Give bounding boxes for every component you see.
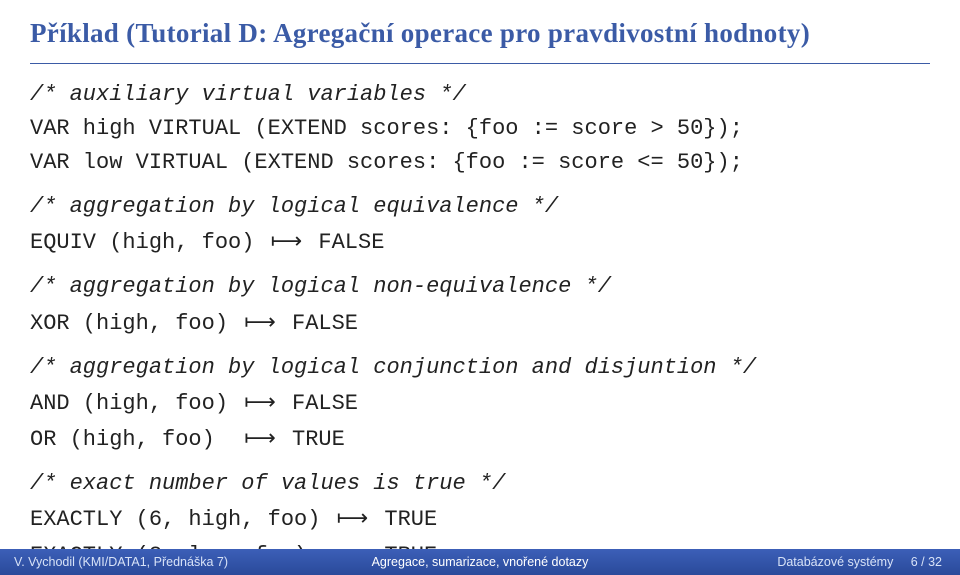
page-total: 32 (928, 555, 942, 569)
slide: Příklad (Tutorial D: Agregační operace p… (0, 0, 960, 575)
page-current: 6 (911, 555, 918, 569)
footer-bar: V. Vychodil (KMI/DATA1, Přednáška 7) Agr… (0, 549, 960, 575)
code-block: /* auxiliary virtual variables */ VAR hi… (30, 78, 930, 573)
code-section-2: /* aggregation by logical equivalence */… (30, 190, 930, 260)
maps-to-icon: ⟼ (268, 228, 306, 253)
code-section-4: /* aggregation by logical conjunction an… (30, 351, 930, 457)
code-section-1: /* auxiliary virtual variables */ VAR hi… (30, 78, 930, 180)
footer-right: Databázové systémy 6 / 32 (777, 555, 946, 569)
code-result: FALSE (292, 391, 358, 416)
code-line: OR (high, foo) (30, 427, 215, 452)
maps-to-icon: ⟼ (241, 425, 279, 450)
comment-line: /* aggregation by logical conjunction an… (30, 355, 756, 380)
slide-title: Příklad (Tutorial D: Agregační operace p… (30, 18, 930, 49)
maps-to-icon: ⟼ (241, 309, 279, 334)
page-sep: / (918, 555, 928, 569)
title-rule (30, 63, 930, 64)
comment-line: /* exact number of values is true */ (30, 471, 505, 496)
code-line: EQUIV (high, foo) (30, 230, 254, 255)
footer-author: V. Vychodil (KMI/DATA1, Přednáška 7) (14, 555, 228, 569)
code-result: FALSE (292, 311, 358, 336)
footer-course: Databázové systémy (777, 555, 893, 569)
maps-to-icon: ⟼ (334, 505, 372, 530)
comment-line: /* aggregation by logical equivalence */ (30, 194, 558, 219)
code-section-3: /* aggregation by logical non-equivalenc… (30, 270, 930, 340)
code-line: AND (high, foo) (30, 391, 228, 416)
code-line: VAR low VIRTUAL (EXTEND scores: {foo := … (30, 150, 743, 175)
code-line: VAR high VIRTUAL (EXTEND scores: {foo :=… (30, 116, 743, 141)
maps-to-icon: ⟼ (241, 389, 279, 414)
code-line: EXACTLY (6, high, foo) (30, 507, 320, 532)
code-line: XOR (high, foo) (30, 311, 228, 336)
comment-line: /* auxiliary virtual variables */ (30, 82, 466, 107)
comment-line: /* aggregation by logical non-equivalenc… (30, 274, 611, 299)
code-result: FALSE (318, 230, 384, 255)
code-result: TRUE (292, 427, 345, 452)
code-result: TRUE (384, 507, 437, 532)
